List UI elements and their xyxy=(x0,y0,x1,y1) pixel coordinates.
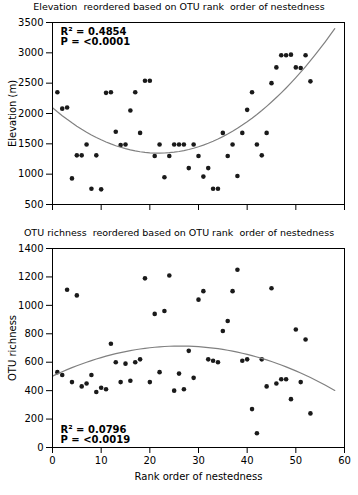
html-text:OTU richness reordered based o: OTU richness reordered based on OTU rank… xyxy=(23,227,335,238)
svg-text:OTU richness: OTU richness xyxy=(7,315,18,381)
svg-text:1000: 1000 xyxy=(18,168,43,179)
svg-text:50: 50 xyxy=(289,455,302,466)
svg-text:1500: 1500 xyxy=(18,138,43,149)
svg-text:R² = 0.0796P = <0.0019: R² = 0.0796P = <0.0019 xyxy=(61,424,131,445)
svg-text:1000: 1000 xyxy=(18,300,43,311)
html-text:Elevation reordered based on O: Elevation reordered based on OTU rank or… xyxy=(33,1,325,12)
svg-text:20: 20 xyxy=(143,455,156,466)
svg-text:30: 30 xyxy=(192,455,205,466)
svg-text:2000: 2000 xyxy=(18,108,43,119)
svg-text:40: 40 xyxy=(241,455,254,466)
svg-text:800: 800 xyxy=(24,328,43,339)
svg-text:10: 10 xyxy=(95,455,108,466)
svg-text:60: 60 xyxy=(338,455,351,466)
svg-text:0: 0 xyxy=(49,455,55,466)
svg-text:Elevation (m): Elevation (m) xyxy=(7,80,18,147)
svg-text:200: 200 xyxy=(24,413,43,424)
svg-text:3000: 3000 xyxy=(18,47,43,58)
svg-text:R² = 0.4854P = <0.0001: R² = 0.4854P = <0.0001 xyxy=(61,26,131,47)
svg-text:600: 600 xyxy=(24,356,43,367)
svg-text:Rank order of nestedness: Rank order of nestedness xyxy=(135,471,263,482)
svg-text:500: 500 xyxy=(24,199,43,210)
svg-text:400: 400 xyxy=(24,385,43,396)
svg-text:2500: 2500 xyxy=(18,77,43,88)
svg-text:1400: 1400 xyxy=(18,243,43,254)
svg-text:0: 0 xyxy=(37,442,43,453)
svg-text:3500: 3500 xyxy=(18,17,43,28)
svg-text:1200: 1200 xyxy=(18,271,43,282)
